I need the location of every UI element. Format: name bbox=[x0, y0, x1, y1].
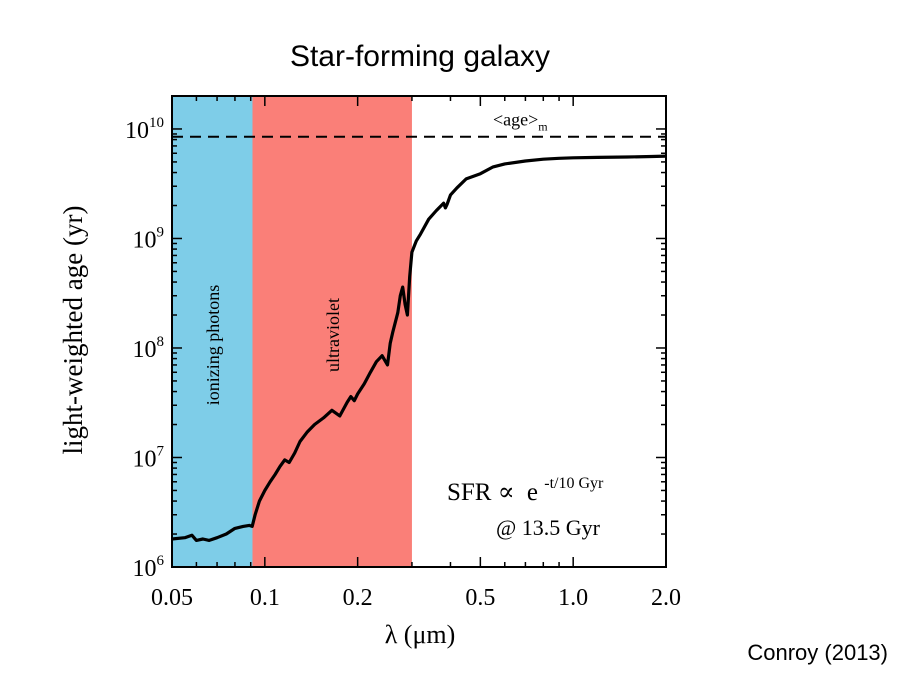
sfr-propto: ∝ bbox=[498, 479, 515, 506]
axis-ticks bbox=[171, 95, 667, 568]
series-point bbox=[202, 538, 204, 540]
series-point bbox=[386, 364, 389, 366]
series-point bbox=[542, 158, 544, 160]
sfr-exponent: -t/10 Gyr bbox=[544, 475, 604, 492]
series-point bbox=[651, 155, 653, 158]
series-point bbox=[597, 156, 599, 158]
series-point bbox=[572, 157, 574, 159]
series-point bbox=[350, 396, 352, 398]
x-tick-label: 0.1 bbox=[250, 585, 280, 611]
y-tick-label: 107 bbox=[133, 443, 165, 472]
series-point bbox=[524, 160, 527, 162]
region-label: ionizing photons bbox=[203, 285, 223, 406]
series-point bbox=[626, 156, 629, 158]
series-point bbox=[381, 355, 383, 357]
chart-title: Star-forming galaxy bbox=[290, 40, 550, 73]
x-tick-label: 0.5 bbox=[465, 585, 495, 611]
series-point bbox=[357, 393, 359, 395]
series-point bbox=[443, 202, 445, 204]
tick-labels: 0.05 0.1 0.2 0.5 1.0 2.0 106 107 108 109 1010 bbox=[125, 115, 681, 611]
series-point bbox=[456, 187, 458, 189]
x-tick-label: 2.0 bbox=[651, 585, 681, 611]
series-point bbox=[444, 207, 446, 209]
series-point bbox=[397, 312, 399, 314]
series-point bbox=[254, 514, 256, 516]
series-point bbox=[294, 452, 296, 454]
series-point bbox=[399, 295, 401, 297]
series-point bbox=[251, 525, 253, 528]
series-point bbox=[184, 537, 186, 539]
series-point bbox=[314, 423, 316, 426]
y-tick-label: 106 bbox=[133, 553, 165, 582]
series-point bbox=[504, 163, 506, 165]
credit-citation: Conroy (2013) bbox=[747, 640, 888, 665]
y-tick-label: 108 bbox=[133, 334, 165, 363]
series-point bbox=[284, 459, 286, 461]
region-label: ultraviolet bbox=[323, 298, 343, 372]
y-tick-label: 109 bbox=[133, 224, 165, 253]
reference-line-label: <age>m bbox=[493, 110, 548, 134]
reference-line-group: <age>m bbox=[172, 110, 666, 138]
series-point bbox=[558, 157, 560, 159]
series-point bbox=[195, 539, 197, 542]
series-point bbox=[435, 209, 437, 212]
series-point bbox=[242, 525, 244, 528]
x-tick-label: 0.2 bbox=[343, 585, 373, 611]
series-point bbox=[274, 473, 276, 476]
series-point bbox=[264, 489, 266, 492]
shaded-regions: ionizing photons ultraviolet bbox=[172, 96, 412, 567]
series-point bbox=[299, 440, 301, 443]
series-point bbox=[363, 383, 365, 385]
series-point bbox=[306, 431, 308, 433]
series-point bbox=[415, 240, 417, 242]
series-point bbox=[269, 481, 271, 483]
series-point bbox=[465, 178, 467, 180]
series-point bbox=[191, 534, 193, 536]
series-point bbox=[392, 331, 394, 333]
series-point bbox=[449, 194, 452, 196]
series-point bbox=[331, 409, 333, 411]
series-point bbox=[225, 533, 227, 535]
series-point bbox=[375, 361, 377, 363]
series-point bbox=[420, 233, 422, 235]
series-point bbox=[402, 286, 404, 288]
series-point bbox=[411, 251, 413, 253]
sfr-formula: SFR ∝ e -t/10 Gyr bbox=[447, 475, 604, 506]
epoch-annotation: @ 13.5 Gyr bbox=[496, 515, 601, 540]
series-point bbox=[406, 314, 408, 316]
series-point bbox=[208, 539, 210, 542]
series-point bbox=[369, 371, 371, 373]
series-point bbox=[279, 465, 281, 467]
series-point bbox=[322, 417, 325, 419]
x-tick-label: 0.05 bbox=[151, 585, 193, 611]
series-point bbox=[288, 461, 290, 464]
plot-frame bbox=[171, 95, 667, 568]
series-point bbox=[248, 524, 250, 527]
region-ultraviolet bbox=[252, 96, 412, 567]
series-point bbox=[479, 173, 481, 175]
series-point bbox=[409, 275, 411, 278]
x-axis-label: λ (μm) bbox=[385, 620, 456, 649]
sfr-base: e bbox=[527, 479, 538, 506]
series-point bbox=[339, 415, 341, 417]
series-point bbox=[258, 500, 260, 502]
series-point bbox=[446, 203, 448, 205]
y-axis-label: light-weighted age (yr) bbox=[58, 206, 88, 455]
series-point bbox=[353, 400, 355, 402]
series-point bbox=[216, 537, 218, 539]
sfr-prefix: SFR bbox=[447, 479, 492, 506]
x-tick-label: 1.0 bbox=[558, 585, 588, 611]
region-ionizing bbox=[172, 96, 253, 567]
series-point bbox=[428, 218, 430, 220]
annotations: SFR ∝ e -t/10 Gyr @ 13.5 Gyr bbox=[447, 475, 604, 540]
series-point bbox=[404, 303, 406, 305]
series-point bbox=[234, 527, 236, 530]
series-point bbox=[346, 401, 348, 403]
y-tick-label: 1010 bbox=[125, 115, 164, 144]
series-point bbox=[389, 342, 391, 344]
series-point bbox=[492, 166, 494, 168]
